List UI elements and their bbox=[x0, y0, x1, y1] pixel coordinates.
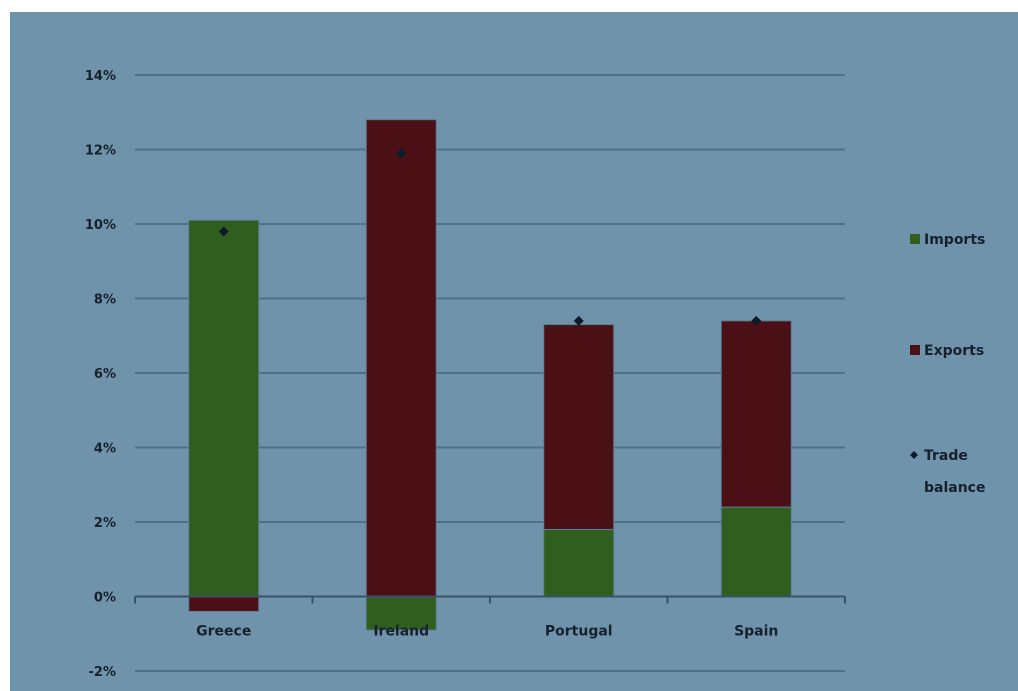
y-tick-label: 4% bbox=[94, 442, 116, 457]
chart-svg: -2% 0% 2% 4% 6% 8% 10% 12% 14% Greece Ireland Port… bbox=[85, 69, 986, 680]
bar-exports bbox=[365, 119, 437, 597]
legend-label-trade-line2: balance bbox=[924, 480, 985, 496]
x-category-label: Greece bbox=[196, 624, 251, 640]
y-tick-label: 8% bbox=[94, 293, 116, 308]
trade-balance-marker bbox=[751, 315, 762, 326]
legend-swatch-exports bbox=[910, 345, 920, 355]
x-axis-category-labels: Greece Ireland Portugal Spain bbox=[196, 624, 778, 640]
y-tick-label: 6% bbox=[94, 367, 116, 382]
y-tick-label: -2% bbox=[89, 665, 116, 680]
bar-exports bbox=[543, 324, 615, 530]
legend: Imports Exports Trade balance bbox=[910, 232, 985, 496]
bar-imports bbox=[365, 596, 437, 631]
y-tick-label: 12% bbox=[85, 144, 116, 159]
chart-area: -2% 0% 2% 4% 6% 8% 10% 12% 14% Greece Ireland Port… bbox=[10, 12, 1018, 691]
trade-balance-marker bbox=[218, 226, 229, 237]
y-axis-tick-labels: -2% 0% 2% 4% 6% 8% 10% 12% 14% bbox=[85, 69, 116, 680]
legend-label-imports: Imports bbox=[924, 232, 985, 248]
bar-imports bbox=[543, 528, 615, 598]
y-tick-label: 2% bbox=[94, 516, 116, 531]
x-category-label: Ireland bbox=[373, 624, 429, 640]
x-category-label: Spain bbox=[734, 624, 778, 640]
marker-layer bbox=[218, 148, 762, 326]
bar-exports bbox=[188, 596, 260, 612]
bar-exports bbox=[720, 320, 792, 508]
bar-imports bbox=[720, 506, 792, 598]
y-tick-label: 10% bbox=[85, 218, 116, 233]
bar-layer bbox=[188, 119, 792, 631]
y-tick-label: 0% bbox=[94, 591, 116, 606]
legend-label-exports: Exports bbox=[924, 343, 984, 359]
trade-balance-marker bbox=[396, 148, 407, 159]
y-tick-label: 14% bbox=[85, 69, 116, 84]
x-category-label: Portugal bbox=[545, 624, 613, 640]
legend-label-trade-line1: Trade bbox=[924, 448, 968, 464]
legend-marker-trade-balance bbox=[910, 451, 918, 459]
x-axis bbox=[134, 595, 846, 604]
bar-imports bbox=[188, 219, 260, 597]
legend-swatch-imports bbox=[910, 234, 920, 244]
trade-balance-marker bbox=[573, 315, 584, 326]
